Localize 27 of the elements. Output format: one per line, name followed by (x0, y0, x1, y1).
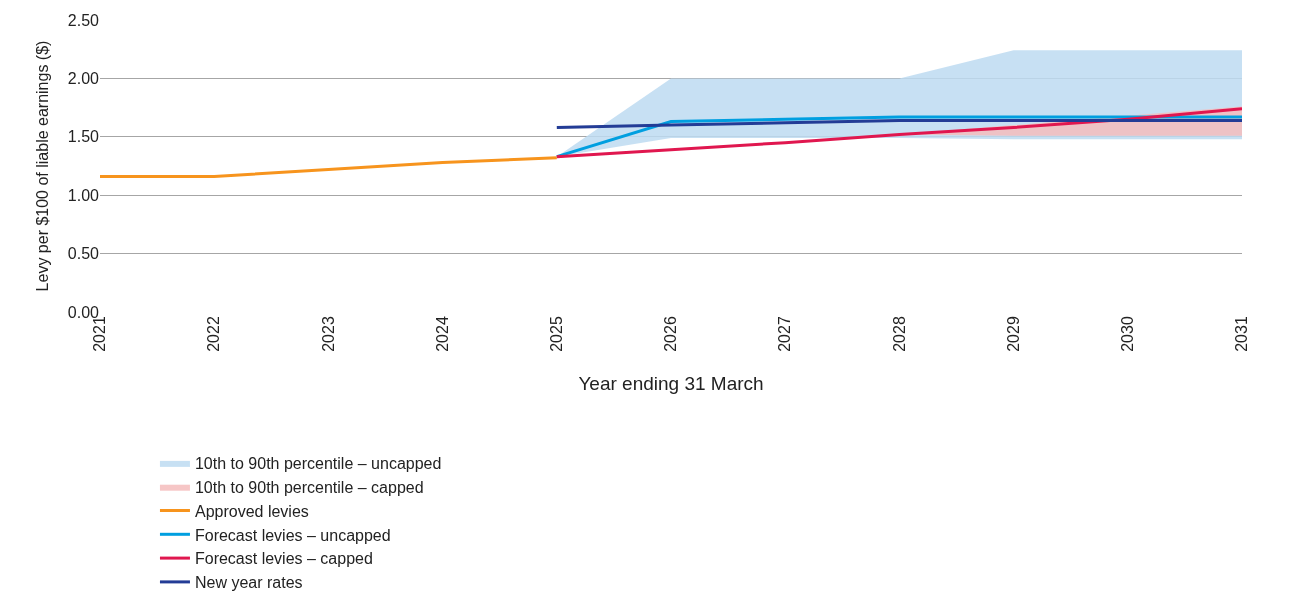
x-tick-label: 2026 (662, 316, 680, 352)
y-tick-label: 1.50 (67, 128, 100, 146)
x-tick-label: 2025 (548, 316, 565, 352)
line-series (555, 107, 1242, 159)
y-axis-title: Levy per $100 of liable earnings ($) (33, 40, 51, 292)
legend-label: Forecast levies – capped (194, 550, 373, 568)
y-tick-label: 0.50 (67, 245, 100, 263)
y-tick-label: 1.00 (67, 186, 100, 204)
x-tick-label: 2023 (319, 316, 337, 352)
y-tick-label: 2.00 (67, 70, 100, 87)
x-tick-label: 2028 (890, 316, 908, 352)
line-series (555, 118, 1242, 129)
legend-label: Approved levies (194, 502, 309, 520)
x-tick-label: 2024 (433, 316, 451, 352)
x-tick-label: 2030 (1119, 316, 1136, 352)
legend-label: New year rates (194, 574, 303, 592)
x-tick-label: 2029 (1004, 316, 1022, 352)
line-series (100, 156, 559, 179)
legend-label: Forecast levies – uncapped (194, 526, 391, 544)
x-tick-label: 2031 (1233, 316, 1251, 352)
x-tick-label: 2027 (776, 316, 794, 352)
y-tick-label: 2.50 (67, 11, 100, 29)
x-tick-label: 2022 (205, 316, 223, 352)
legend-label: 10th to 90th percentile – capped (194, 478, 424, 496)
line-series (555, 115, 1242, 159)
legend-label: 10th to 90th percentile – uncapped (194, 455, 442, 473)
x-axis-title: Year ending 31 March (578, 372, 764, 394)
